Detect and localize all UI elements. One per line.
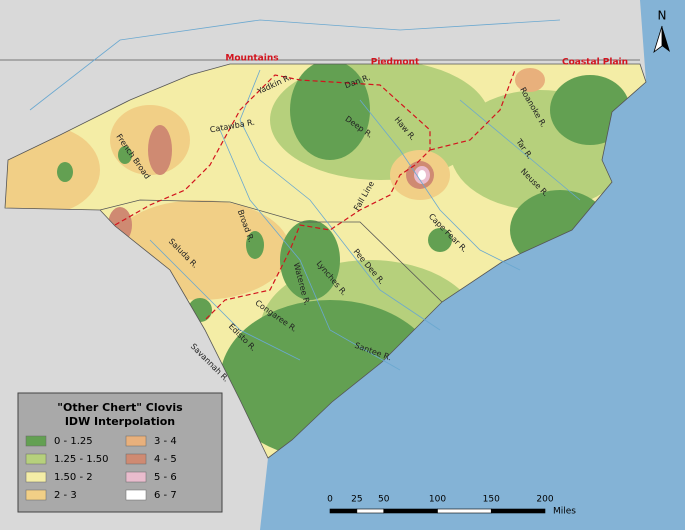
legend-swatch bbox=[25, 453, 47, 465]
river bbox=[359, 99, 521, 271]
legend-label: 5 - 6 bbox=[154, 472, 177, 483]
river bbox=[149, 239, 301, 361]
river bbox=[29, 19, 561, 111]
state-outline bbox=[4, 63, 647, 459]
scale-label: 50 bbox=[378, 495, 390, 505]
river bbox=[219, 129, 401, 371]
scale-segment bbox=[383, 508, 438, 514]
region-label: Mountains bbox=[225, 54, 278, 64]
scale-label: 150 bbox=[483, 495, 500, 505]
legend-title: IDW Interpolation bbox=[65, 415, 175, 428]
scale-label: 25 bbox=[351, 495, 362, 505]
fall-line bbox=[114, 74, 431, 321]
legend-title: "Other Chert" Clovis bbox=[57, 401, 183, 414]
legend-swatch bbox=[25, 489, 47, 501]
legend: "Other Chert" Clovis IDW Interpolation 0… bbox=[17, 392, 223, 513]
scale-label: 100 bbox=[429, 495, 446, 505]
scale-unit: Miles bbox=[553, 507, 576, 517]
scale-segment bbox=[437, 508, 492, 514]
legend-swatch bbox=[25, 435, 47, 447]
north-arrow: N bbox=[653, 9, 670, 54]
legend-label: 1.25 - 1.50 bbox=[54, 454, 109, 465]
legend-swatch bbox=[125, 489, 147, 501]
legend-swatch bbox=[125, 453, 147, 465]
river bbox=[459, 99, 581, 201]
region-label: Piedmont bbox=[371, 58, 420, 68]
legend-swatch bbox=[125, 435, 147, 447]
scale-segment bbox=[490, 508, 546, 514]
river bbox=[239, 69, 441, 331]
legend-label: 1.50 - 2 bbox=[54, 472, 93, 483]
legend-label: 0 - 1.25 bbox=[54, 436, 93, 447]
scale-label: 0 bbox=[327, 495, 333, 505]
north-label: N bbox=[658, 9, 667, 23]
legend-label: 2 - 3 bbox=[54, 490, 77, 501]
ocean bbox=[260, 0, 685, 530]
legend-swatch bbox=[25, 471, 47, 483]
region-label: Coastal Plain bbox=[562, 58, 628, 68]
scale-segment bbox=[356, 508, 385, 514]
scale-label: 200 bbox=[536, 495, 553, 505]
legend-label: 4 - 5 bbox=[154, 454, 177, 465]
legend-label: 3 - 4 bbox=[154, 436, 177, 447]
scale-segment bbox=[329, 508, 358, 514]
fall-line bbox=[429, 69, 516, 151]
legend-swatch bbox=[125, 471, 147, 483]
legend-label: 6 - 7 bbox=[154, 490, 177, 501]
state-border bbox=[99, 199, 443, 303]
